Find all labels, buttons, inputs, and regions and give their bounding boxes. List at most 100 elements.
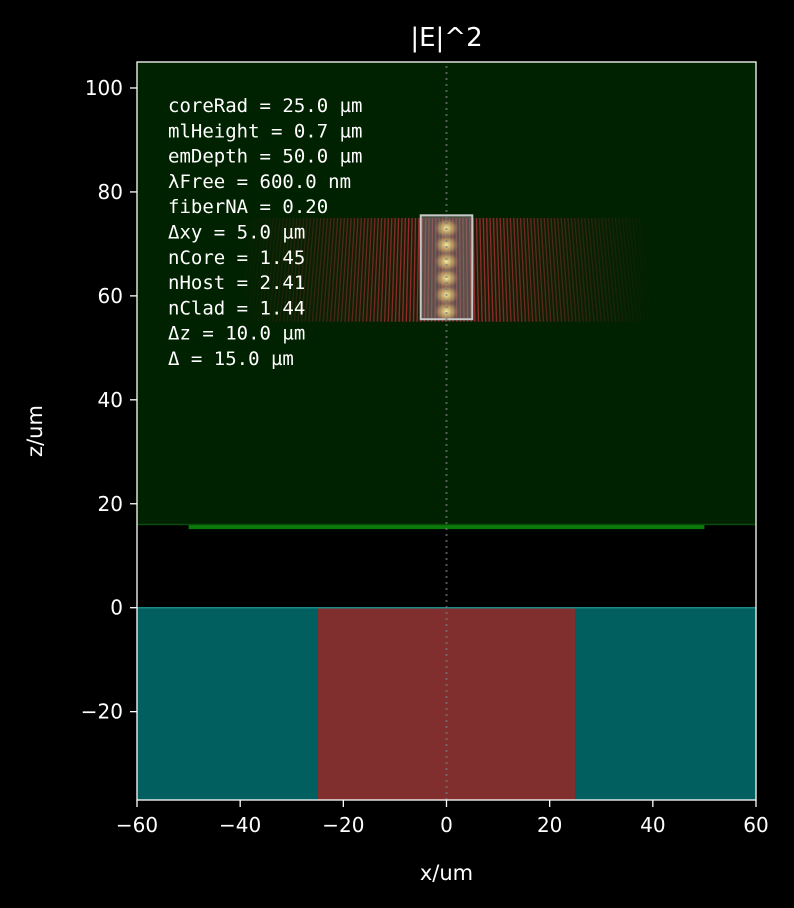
field-fringe — [526, 217, 534, 322]
x-tick-label: 0 — [440, 813, 453, 837]
field-fringe — [282, 217, 295, 322]
y-tick-label: −20 — [81, 700, 123, 724]
y-tick-label: 40 — [98, 388, 123, 412]
field-fringe — [577, 217, 588, 322]
y-tick-label: 80 — [98, 180, 123, 204]
field-fringe — [489, 217, 494, 322]
y-axis: −20 0 20 40 60 80 100 — [81, 76, 137, 724]
field-fringe — [286, 217, 298, 322]
annotation-line: nClad = 1.44 — [168, 297, 305, 319]
field-fringe — [536, 217, 545, 322]
field-fringe — [387, 217, 393, 322]
field-fringe — [597, 217, 610, 322]
field-fringe — [340, 217, 349, 322]
field-fringe — [398, 217, 403, 322]
field-fringe — [635, 217, 649, 322]
field-fringe — [530, 217, 537, 322]
field-fringe — [502, 217, 509, 322]
field-fringe — [546, 217, 555, 322]
field-fringe — [337, 217, 346, 322]
field-fringe — [243, 217, 257, 322]
field-fringe — [560, 217, 570, 322]
field-fringe — [275, 217, 288, 322]
field-fringe — [594, 217, 606, 322]
field-fringe — [509, 217, 516, 322]
intensity-spot — [433, 250, 460, 273]
annotation-line: Δxy = 5.0 µm — [168, 222, 305, 244]
y-tick-label: 0 — [110, 596, 123, 620]
field-fringe — [257, 217, 271, 322]
field-fringe — [369, 217, 376, 322]
x-axis: −60 −40 −20 0 20 40 60 — [116, 800, 769, 837]
field-fringe — [391, 217, 396, 322]
field-fringe — [519, 217, 527, 322]
field-fringe — [496, 217, 501, 322]
field-fringe — [513, 217, 519, 322]
x-tick-label: −60 — [116, 813, 158, 837]
field-fringe — [533, 217, 541, 322]
intensity-spot — [433, 300, 460, 323]
field-fringe — [624, 217, 639, 322]
field-fringe — [567, 217, 577, 322]
x-tick-label: 40 — [640, 813, 665, 837]
field-fringe — [601, 217, 613, 322]
field-fringe — [486, 217, 490, 322]
field-fringe — [482, 217, 487, 322]
y-axis-label: z/um — [23, 405, 47, 457]
field-fringe — [543, 217, 552, 322]
field-fringe — [638, 217, 653, 322]
field-fringe — [362, 217, 369, 322]
field-fringe — [300, 217, 312, 322]
field-fringe — [523, 217, 530, 322]
field-fringe — [365, 217, 373, 322]
field-fringe — [550, 217, 559, 322]
field-fringe — [355, 217, 362, 322]
field-fringe — [239, 217, 254, 322]
field-fringe — [383, 217, 390, 322]
x-tick-label: 20 — [537, 813, 562, 837]
field-fringe — [253, 217, 268, 322]
field-fringe — [574, 217, 584, 322]
field-fringe — [318, 217, 329, 322]
field-fringe — [272, 217, 285, 322]
intensity-spot — [433, 267, 460, 290]
field-fringe — [308, 217, 318, 322]
x-tick-label: 60 — [743, 813, 768, 837]
field-fringe — [621, 217, 635, 322]
field-fringe — [347, 217, 356, 322]
annotation-line: mlHeight = 0.7 µm — [168, 120, 362, 142]
annotation-line: λFree = 600.0 nm — [168, 171, 351, 193]
field-fringe — [416, 217, 420, 322]
annotation-line: Δ = 15.0 µm — [168, 348, 294, 370]
annotation-line: nHost = 2.41 — [168, 272, 305, 294]
annotation-line: emDepth = 50.0 µm — [168, 146, 362, 168]
field-fringe — [631, 217, 646, 322]
y-tick-label: 100 — [85, 76, 123, 100]
field-fringe — [604, 217, 617, 322]
field-fringe — [246, 217, 261, 322]
field-fringe — [492, 217, 498, 322]
field-fringe — [584, 217, 595, 322]
field-fringe — [279, 217, 291, 322]
field-fringe — [614, 217, 628, 322]
field-fringe — [315, 217, 325, 322]
field-fringe — [607, 217, 620, 322]
field-fringe — [322, 217, 332, 322]
field-fringe — [591, 217, 602, 322]
annotation-line: Δz = 10.0 µm — [168, 323, 305, 345]
chart-title: |E|^2 — [410, 23, 482, 53]
field-fringe — [479, 217, 483, 322]
field-fringe — [264, 217, 278, 322]
field-fringe — [376, 217, 383, 322]
field-fringe — [611, 217, 624, 322]
region-cladding-right — [575, 607, 756, 800]
y-tick-label: 20 — [98, 492, 123, 516]
field-fringe — [409, 217, 413, 322]
field-fringe — [373, 217, 379, 322]
field-fringe — [358, 217, 366, 322]
field-fringe — [570, 217, 581, 322]
field-fringe — [304, 217, 315, 322]
field-fringe — [329, 217, 339, 322]
field-fringe — [563, 217, 574, 322]
